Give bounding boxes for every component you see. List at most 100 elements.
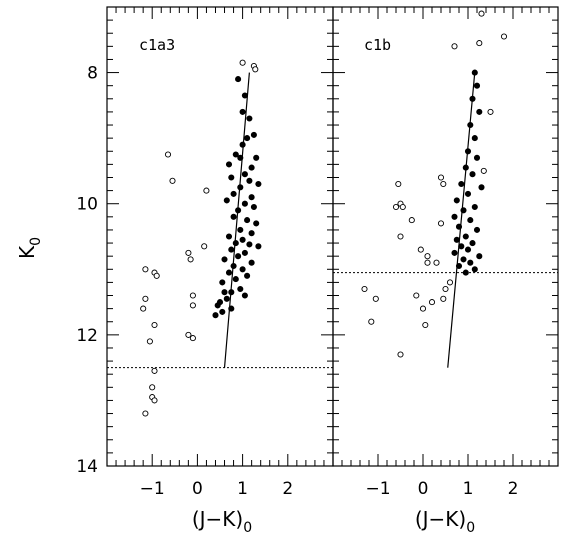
c1a3-open-point	[189, 292, 196, 299]
panel-c1b: c1b −1 0 1 2 (J−K)0	[332, 6, 559, 536]
c1a3-filled-point	[250, 203, 257, 211]
c1b-open-point	[361, 285, 368, 293]
c1b-open-point	[372, 295, 379, 302]
c1a3-filled-point	[248, 259, 255, 266]
c1a3-filled-point	[246, 115, 253, 122]
c1b-filled-point	[464, 246, 472, 253]
c1b-filled-point	[453, 236, 460, 243]
c1a3-filled-point	[255, 180, 262, 188]
c1b-open-point	[397, 233, 404, 240]
c1a3-filled-point	[212, 312, 219, 319]
c1b-open-point	[433, 259, 440, 266]
c1b-filled-point	[469, 240, 476, 247]
c1a3-filled-point	[228, 246, 235, 253]
c1a3-filled-point	[235, 207, 242, 214]
panel-c1b-frame	[332, 6, 559, 467]
c1a3-filled-point	[225, 269, 233, 276]
c1b-open-point	[478, 10, 485, 17]
panel-c1b-points	[361, 10, 508, 358]
c1a3-filled-point	[214, 302, 221, 309]
c1a3-filled-point	[237, 226, 244, 233]
c1a3-filled-point	[228, 305, 235, 312]
c1a3-open-point	[169, 177, 176, 184]
c1b-filled-point	[476, 253, 483, 260]
c1a3-filled-point	[241, 249, 248, 256]
c1a3-filled-point	[248, 230, 255, 237]
panel-c1b-ticks	[332, 6, 559, 467]
c1a3-open-point	[142, 266, 149, 273]
c1b-filled-point	[460, 256, 467, 263]
y-axis-title-main: K	[15, 245, 39, 259]
c1b-open-point	[440, 180, 447, 188]
c1b-open-point	[476, 40, 483, 47]
c1a3-filled-point	[230, 262, 237, 270]
c1b-filled-point	[478, 184, 485, 191]
c1a3-filled-point	[225, 161, 233, 168]
panel-c1b-label: c1b	[364, 36, 391, 54]
c1b-filled-point	[462, 233, 469, 240]
c1a3-filled-point	[244, 217, 251, 224]
c1b-filled-point	[462, 269, 469, 276]
panel-c1a3-ticks	[106, 6, 334, 467]
c1a3-y-tick-label: 8	[87, 64, 98, 84]
panel-c1a3-x-axis-title: (J−K)0	[192, 507, 252, 536]
panel-c1a3-x-title-main: (J−K)	[192, 507, 243, 531]
c1a3-filled-point	[241, 171, 248, 178]
c1a3-open-point	[151, 367, 158, 374]
c1b-filled-point	[471, 266, 478, 273]
c1a3-filled-point	[239, 141, 246, 148]
c1a3-filled-point	[253, 220, 260, 227]
panel-c1a3-fit-line	[223, 72, 250, 368]
c1a3-filled-point	[223, 295, 230, 302]
c1a3-filled-point	[221, 256, 228, 263]
c1a3-filled-point	[255, 243, 262, 250]
c1a3-y-tick-label: 14	[76, 457, 98, 477]
c1a3-filled-point	[239, 236, 246, 243]
c1a3-filled-point	[235, 253, 242, 260]
c1a3-filled-point	[248, 194, 255, 201]
c1a3-filled-point	[230, 213, 237, 220]
c1a3-open-point	[153, 272, 160, 279]
c1a3-open-point	[151, 397, 158, 404]
c1a3-open-point	[146, 338, 153, 345]
c1a3-open-point	[149, 384, 156, 391]
c1b-open-point	[500, 33, 508, 40]
panel-c1a3-x-title-sub: 0	[243, 520, 252, 536]
c1b-filled-point	[471, 135, 478, 142]
c1a3-open-point	[187, 256, 194, 263]
c1b-open-point	[397, 351, 404, 358]
c1a3-open-point	[189, 302, 196, 309]
c1a3-y-tick-label: 12	[76, 326, 98, 346]
c1b-filled-point	[453, 197, 460, 204]
c1a3-x-tick-label: 0	[192, 479, 203, 499]
c1b-filled-point	[455, 262, 463, 270]
c1a3-open-point	[151, 321, 158, 329]
c1a3-open-point	[252, 66, 259, 73]
c1a3-filled-point	[221, 289, 228, 296]
c1a3-filled-point	[244, 272, 251, 279]
svg-text:K0: K0	[15, 237, 44, 259]
c1b-open-point	[424, 253, 431, 260]
c1b-open-point	[428, 299, 436, 306]
c1a3-filled-point	[244, 135, 251, 142]
c1b-filled-point	[458, 180, 465, 188]
c1a3-filled-point	[239, 266, 246, 273]
panel-c1a3-frame	[106, 6, 334, 467]
c1a3-x-tick-label: −1	[140, 479, 165, 499]
c1a3-open-point	[142, 295, 149, 302]
c1a3-open-point	[164, 151, 172, 158]
panel-c1a3-points	[140, 59, 262, 417]
c1a3-open-point	[185, 331, 192, 338]
c1b-filled-point	[471, 69, 478, 76]
c1b-open-point	[368, 318, 375, 325]
c1a3-open-point	[203, 187, 210, 194]
c1a3-filled-point	[228, 289, 235, 296]
c1b-filled-point	[464, 148, 472, 155]
panel-c1b-x-title-sub: 0	[466, 520, 475, 536]
c1b-open-point	[446, 279, 454, 286]
c1a3-open-point	[140, 305, 147, 312]
c1b-filled-point	[451, 249, 458, 256]
c1b-open-point	[437, 174, 445, 181]
